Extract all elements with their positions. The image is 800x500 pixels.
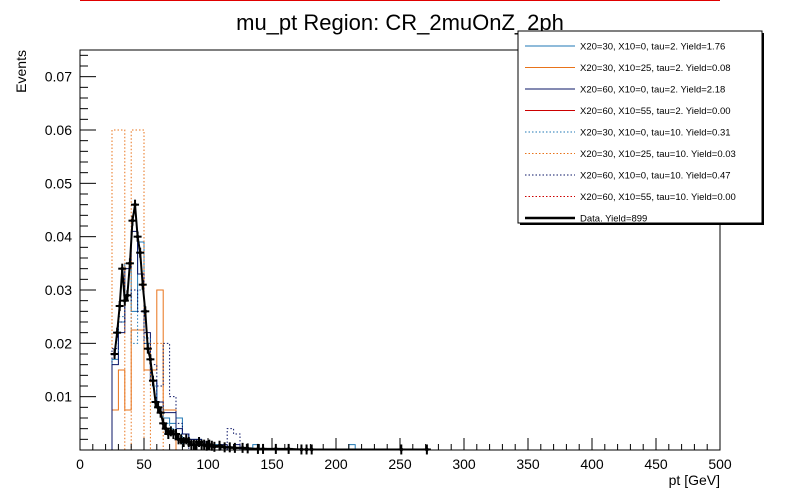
- legend-label: X20=30, X10=0, tau=10. Yield=0.31: [580, 128, 731, 139]
- legend-entry: X20=60, X10=55, tau=10. Yield=0.00: [525, 192, 736, 203]
- y-tick-label: 0.04: [45, 229, 72, 245]
- histogram-series-group: [111, 129, 356, 451]
- legend-box: [517, 30, 763, 224]
- data-point: [158, 410, 163, 415]
- x-tick-label: 450: [644, 456, 668, 472]
- data-point: [115, 330, 119, 335]
- data-point: [130, 218, 135, 223]
- data-point: [174, 432, 178, 436]
- data-point: [156, 405, 160, 410]
- histogram-series-5: [111, 129, 176, 451]
- data-point: [153, 400, 158, 404]
- data-point: [133, 202, 137, 207]
- legend: X20=30, X10=0, tau=2. Yield=1.76 X20=30, …: [517, 30, 764, 225]
- legend-label: X20=30, X10=25, tau=2. Yield=0.08: [580, 63, 731, 74]
- data-point: [120, 266, 125, 271]
- legend-label: Data. Yield=899: [580, 214, 647, 225]
- legend-entry: X20=60, X10=0, tau=10. Yield=0.47: [525, 171, 731, 182]
- y-tick-label: 0.01: [45, 389, 72, 405]
- data-point: [117, 304, 122, 308]
- data-point: [138, 250, 142, 255]
- legend-label: X20=60, X10=55, tau=10. Yield=0.00: [580, 192, 736, 203]
- data-point: [135, 234, 140, 239]
- x-tick-label: 250: [388, 456, 412, 472]
- data-point: [125, 293, 130, 298]
- legend-label: X20=60, X10=0, tau=10. Yield=0.47: [580, 171, 731, 182]
- data-point: [140, 282, 145, 287]
- x-tick-label: 500: [708, 456, 732, 472]
- x-tick-label: 350: [516, 456, 540, 472]
- legend-label: X20=60, X10=55, tau=2. Yield=0.00: [580, 106, 731, 117]
- data-point: [222, 445, 227, 450]
- y-axis-label: Events: [13, 50, 29, 93]
- legend-entry: X20=60, X10=0, tau=2. Yield=2.18: [525, 85, 725, 96]
- data-point: [212, 445, 217, 449]
- legend-entry: X20=30, X10=0, tau=2. Yield=1.76: [525, 42, 725, 53]
- y-tick-label: 0.07: [45, 69, 72, 85]
- x-tick-label: 50: [136, 456, 152, 472]
- data-point: [166, 432, 171, 436]
- data-point: [227, 445, 232, 450]
- data-point: [184, 437, 189, 442]
- data-point: [151, 378, 155, 383]
- x-tick-label: 100: [196, 456, 220, 472]
- x-axis-label: pt [GeV]: [669, 472, 720, 488]
- data-point: [128, 261, 132, 266]
- data-point: [161, 421, 165, 426]
- data-point: [143, 309, 148, 314]
- x-axis-ticks: 0 50 100 150 200 250 300 350 400 450 500: [76, 438, 732, 472]
- y-tick-label: 0.02: [45, 335, 72, 351]
- chart-title: mu_pt Region: CR_2muOnZ_2ph: [236, 10, 564, 35]
- legend-label: X20=30, X10=25, tau=10. Yield=0.03: [580, 149, 736, 160]
- data-point: [112, 352, 117, 356]
- data-point: [123, 298, 127, 303]
- data-points-group: [110, 199, 431, 455]
- data-point: [240, 446, 245, 450]
- x-tick-label: 300: [452, 456, 476, 472]
- legend-label: X20=30, X10=0, tau=2. Yield=1.76: [580, 42, 725, 53]
- legend-label: X20=60, X10=0, tau=2. Yield=2.18: [580, 85, 725, 96]
- legend-entry: X20=30, X10=0, tau=10. Yield=0.31: [525, 128, 731, 139]
- x-tick-label: 150: [260, 456, 284, 472]
- data-point: [187, 440, 191, 444]
- data-point: [146, 346, 150, 351]
- x-tick-label: 200: [324, 456, 348, 472]
- x-tick-label: 0: [76, 456, 84, 472]
- legend-entry: X20=30, X10=25, tau=10. Yield=0.03: [525, 149, 736, 160]
- data-point: [169, 429, 173, 434]
- data-point: [163, 426, 168, 431]
- legend-entry: X20=60, X10=55, tau=2. Yield=0.00: [525, 106, 731, 117]
- x-tick-label: 400: [580, 456, 604, 472]
- histogram-series-6: [111, 289, 241, 450]
- legend-entry: X20=30, X10=25, tau=2. Yield=0.08: [525, 63, 731, 74]
- y-axis-ticks: 0.01 0.02 0.03 0.04 0.05 0.06 0.07: [45, 54, 96, 440]
- y-tick-label: 0.05: [45, 175, 72, 191]
- data-point: [197, 440, 201, 444]
- y-tick-label: 0.06: [45, 122, 72, 138]
- legend-entry: Data. Yield=899: [525, 214, 647, 225]
- y-tick-label: 0.03: [45, 282, 72, 298]
- data-point: [148, 357, 153, 362]
- data-point: [179, 437, 183, 442]
- data-point: [181, 440, 186, 444]
